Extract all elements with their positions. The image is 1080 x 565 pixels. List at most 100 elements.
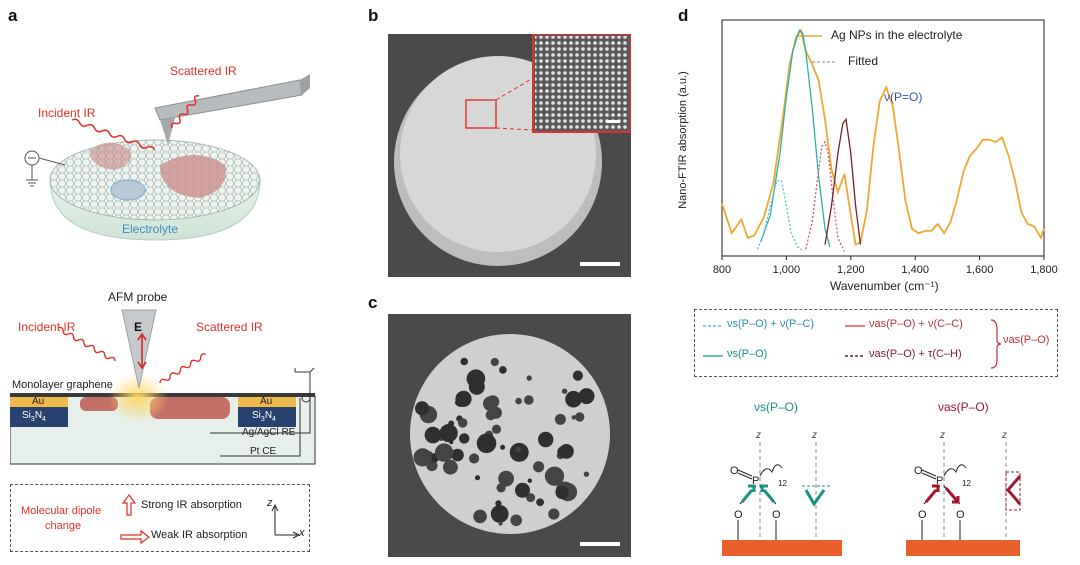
chart-legend-fitted: Fitted	[848, 54, 879, 68]
svg-text:z: z	[811, 430, 817, 441]
ag-nanoparticle	[557, 446, 569, 458]
ag-nanoparticle	[544, 466, 565, 486]
ag-nanoparticle	[578, 388, 595, 405]
svg-text:O: O	[914, 465, 923, 477]
incident-ir-wave-cross	[57, 326, 116, 362]
ag-nanoparticle	[515, 482, 530, 498]
series-line	[805, 140, 845, 252]
series-line	[756, 180, 805, 252]
svg-text:P: P	[936, 475, 943, 487]
panel-label-b: b	[368, 6, 379, 25]
ag-nanoparticle	[443, 459, 458, 475]
ag-nanoparticle	[516, 446, 522, 453]
ag-nanoparticle	[565, 390, 582, 408]
mode-sym-title: νs(P–O)	[754, 400, 799, 414]
ag-nanoparticle	[526, 493, 536, 503]
ag-nanoparticle	[490, 505, 509, 523]
ag-np-patch	[90, 142, 131, 170]
ag-nanoparticle	[473, 509, 487, 524]
label-pt-ce: Pt CE	[250, 446, 277, 457]
ag-nanoparticle	[496, 483, 506, 493]
svg-text:O: O	[772, 509, 781, 521]
svg-text:O: O	[918, 509, 927, 521]
ag-np-right	[150, 397, 230, 419]
ag-np-patch	[160, 155, 226, 198]
ag-nanoparticle	[499, 366, 507, 374]
legend-dipole-line1: Molecular dipole	[21, 505, 102, 517]
svg-text:12: 12	[962, 479, 971, 488]
scattered-ir-wave	[170, 94, 200, 129]
x-tick-label: 1,800	[1030, 264, 1058, 276]
ag-nanoparticle	[454, 399, 461, 406]
potentiostat-symbol	[301, 393, 311, 403]
ag-nanoparticle	[498, 521, 503, 526]
ag-nanoparticle	[510, 514, 522, 527]
label-sin-left: Si3N4	[22, 410, 46, 423]
series-line	[759, 29, 831, 248]
ag-nanoparticle	[460, 357, 468, 366]
chart-frame	[721, 19, 1045, 257]
ag-nanoparticle	[495, 500, 502, 507]
ag-nanoparticle	[491, 424, 502, 434]
panel-a-cross-section: AFM probe E Incident IR Scattered IR Mon…	[9, 288, 320, 468]
ag-nanoparticle	[434, 443, 454, 462]
au-pad-right	[238, 397, 296, 407]
scale-bar-c	[580, 542, 620, 546]
label-au-right: Au	[260, 396, 273, 407]
ag-nanoparticle	[485, 409, 496, 421]
ag-nanoparticle	[474, 475, 481, 481]
svg-text:O: O	[730, 465, 739, 477]
axis-x-label: x	[299, 527, 305, 539]
assign-vs: νs(P–O)	[727, 348, 768, 360]
series-line	[721, 28, 1045, 246]
ag-nanoparticle	[527, 478, 532, 483]
svg-text:z: z	[939, 430, 945, 441]
panel-a-legend-box: Molecular dipole change Strong IR absorp…	[10, 484, 310, 552]
label-scattered-ir-cross: Scattered IR	[196, 320, 263, 334]
assign-vas-group: νas(P–O)	[1003, 334, 1050, 346]
axis-indicator	[271, 503, 301, 539]
ftir-chart: 800 1,000 1,200 1,400 1,600 1,800 Ag NPs in t…	[677, 10, 1060, 300]
ag-nanoparticle	[498, 470, 514, 487]
tem-image-b	[388, 34, 631, 277]
ag-nanoparticle	[476, 433, 497, 454]
ag-nanoparticle	[451, 448, 464, 462]
chart-peak-label: ν(P=O)	[884, 90, 923, 104]
label-e-field: E	[134, 320, 143, 334]
ag-nanoparticle	[468, 378, 485, 395]
au-pad-left	[10, 397, 68, 407]
ag-nanoparticle	[561, 388, 568, 394]
legend-dipole-line2: change	[45, 520, 82, 532]
label-monolayer-graphene: Monolayer graphene	[12, 379, 113, 391]
series-line	[824, 117, 862, 245]
ag-nanoparticle	[490, 357, 499, 367]
ag-np-patch	[110, 179, 146, 201]
mode-asym-title: νas(P–O)	[938, 400, 989, 414]
label-sin-right: Si3N4	[252, 410, 276, 423]
ag-nanoparticle	[524, 395, 534, 405]
scale-bar-b	[580, 262, 620, 266]
label-afm-probe: AFM probe	[108, 290, 168, 304]
ag-nanoparticle	[536, 498, 544, 507]
axis-z-label: z	[267, 497, 273, 509]
zoom-box	[465, 99, 497, 129]
svg-text:O: O	[734, 509, 743, 521]
ag-nanoparticle	[483, 396, 498, 411]
label-au-left: Au	[32, 396, 45, 407]
ag-nanoparticle	[515, 397, 522, 405]
assign-vs-pc: νs(P–O) + ν(P–C)	[727, 318, 815, 330]
panel-a-top-illustration: Scattered IR Incident IR Electrolyte	[10, 40, 310, 250]
ag-nanoparticle	[526, 375, 532, 381]
ag-nanoparticle	[509, 442, 529, 462]
substrate-asym	[906, 540, 1020, 556]
sin-pad-left	[10, 407, 68, 427]
strong-absorption-arrow	[121, 494, 137, 516]
assignment-legend-box: νs(P–O) + ν(P–C) νas(P–O) + ν(C–C) νs(P–…	[694, 309, 1058, 377]
svg-text:12: 12	[778, 479, 787, 488]
ag-nanoparticle	[533, 461, 545, 473]
afm-cantilever	[154, 79, 303, 121]
legend-weak: Weak IR absorption	[151, 529, 248, 541]
x-tick-label: 1,400	[901, 264, 929, 276]
assign-vas-cc: νas(P–O) + ν(C–C)	[869, 318, 963, 330]
mode-asym-diagram: z z O P 12 O O	[902, 424, 1032, 559]
